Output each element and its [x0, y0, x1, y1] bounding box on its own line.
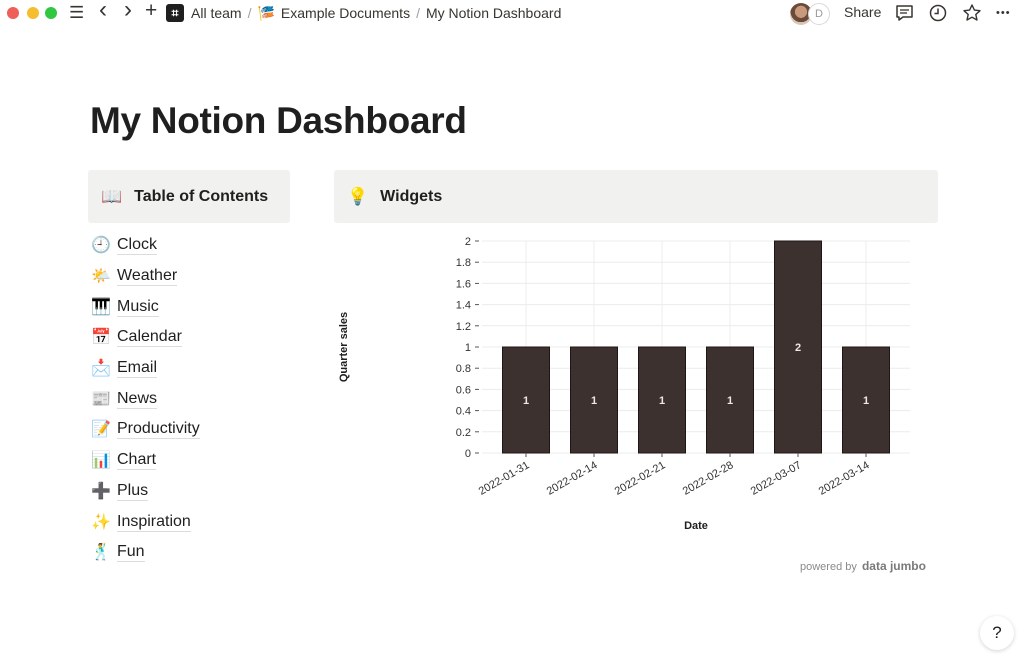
- plus-icon: ➕: [91, 482, 111, 500]
- minimize-window-button[interactable]: [27, 7, 39, 19]
- forward-icon[interactable]: ›: [124, 0, 132, 23]
- bar-chart-icon: 📊: [91, 452, 111, 470]
- svg-text:1.8: 1.8: [456, 257, 471, 269]
- clock-icon: 🕘: [91, 237, 111, 255]
- svg-text:1.2: 1.2: [456, 321, 471, 333]
- chart-bar[interactable]: [842, 346, 890, 454]
- sidebar-menu-icon[interactable]: ☰: [69, 3, 85, 22]
- new-page-icon[interactable]: +: [145, 0, 158, 22]
- lightbulb-icon: 💡: [347, 186, 369, 206]
- toc-link[interactable]: Inspiration: [117, 512, 191, 532]
- more-options-icon[interactable]: •••: [996, 7, 1011, 19]
- svg-text:1: 1: [523, 395, 529, 407]
- calendar-icon: 📅: [91, 329, 111, 347]
- flags-icon: 🎏: [257, 4, 275, 21]
- chart-bar[interactable]: [706, 346, 754, 454]
- svg-text:0.2: 0.2: [456, 427, 471, 439]
- toc-item-clock[interactable]: 🕘 Clock: [91, 230, 200, 261]
- piano-icon: 🎹: [91, 298, 111, 316]
- back-icon[interactable]: ‹: [99, 0, 107, 23]
- favorite-star-icon[interactable]: [962, 3, 982, 28]
- help-button[interactable]: ?: [980, 616, 1014, 650]
- toc-link[interactable]: Email: [117, 359, 158, 379]
- toc-item-weather[interactable]: 🌤️ Weather: [91, 261, 200, 292]
- toc-link[interactable]: Productivity: [117, 420, 200, 440]
- toc-link[interactable]: Music: [117, 297, 159, 317]
- comments-icon[interactable]: [895, 4, 914, 27]
- breadcrumb-separator: /: [247, 5, 252, 21]
- chart-bar[interactable]: [502, 346, 550, 454]
- toc-link[interactable]: Chart: [117, 451, 157, 471]
- svg-text:0.4: 0.4: [456, 406, 471, 418]
- svg-text:0.6: 0.6: [456, 384, 471, 396]
- user-avatar-initial[interactable]: D: [808, 3, 830, 25]
- share-button[interactable]: Share: [844, 4, 882, 20]
- svg-text:2022-03-14: 2022-03-14: [817, 459, 872, 498]
- toc-callout: 📖 Table of Contents: [88, 170, 290, 223]
- toc-item-fun[interactable]: 🕺 Fun: [91, 537, 200, 568]
- workspace-logo-icon: ⌗: [166, 4, 184, 22]
- toc-item-plus[interactable]: ➕ Plus: [91, 476, 200, 507]
- toc-link[interactable]: Plus: [117, 481, 149, 501]
- toc-link[interactable]: Calendar: [117, 328, 182, 348]
- breadcrumb-all-team[interactable]: All team: [191, 5, 242, 21]
- toc-link[interactable]: Clock: [117, 236, 158, 256]
- svg-text:1: 1: [727, 395, 733, 407]
- chart-bar[interactable]: [638, 346, 686, 454]
- open-book-icon: 📖: [101, 186, 123, 206]
- chart-bar[interactable]: [774, 240, 822, 454]
- toc-item-inspiration[interactable]: ✨ Inspiration: [91, 506, 200, 537]
- newspaper-icon: 📰: [91, 390, 111, 408]
- sparkles-icon: ✨: [91, 513, 111, 531]
- memo-icon: 📝: [91, 421, 111, 439]
- envelope-icon: 📩: [91, 360, 111, 378]
- toc-item-productivity[interactable]: 📝 Productivity: [91, 414, 200, 445]
- toc-list: 🕘 Clock 🌤️ Weather 🎹 Music 📅 Calendar 📩 Email…: [91, 230, 200, 568]
- toc-link[interactable]: Fun: [117, 543, 145, 563]
- svg-text:2022-02-28: 2022-02-28: [681, 459, 736, 498]
- svg-text:2022-01-31: 2022-01-31: [477, 459, 532, 498]
- svg-text:0: 0: [465, 448, 471, 460]
- toc-link[interactable]: Weather: [117, 267, 178, 287]
- svg-text:2022-03-07: 2022-03-07: [749, 459, 804, 498]
- data-jumbo-logo: data jumbo: [861, 559, 926, 573]
- svg-text:0.8: 0.8: [456, 363, 471, 375]
- svg-text:2022-02-14: 2022-02-14: [545, 459, 600, 498]
- page-title: My Notion Dashboard: [90, 100, 467, 141]
- svg-text:1: 1: [465, 342, 471, 354]
- powered-by-label[interactable]: powered by data jumbo: [800, 559, 926, 573]
- y-axis-label: Quarter sales: [338, 312, 350, 382]
- quarter-sales-bar-chart: 0 0.2 0.4 0.6 0.8 1 1.2 1.4 1.6 1.8 2 1 2022-01-31 1 2…: [338, 236, 910, 532]
- updates-clock-icon[interactable]: [929, 4, 947, 27]
- toc-item-chart[interactable]: 📊 Chart: [91, 445, 200, 476]
- title-bar: ☰ ‹ › + ⌗ All team / 🎏 Example Documents…: [0, 0, 1024, 28]
- toc-item-calendar[interactable]: 📅 Calendar: [91, 322, 200, 353]
- dancer-icon: 🕺: [91, 544, 111, 562]
- toc-heading: Table of Contents: [134, 187, 269, 205]
- widgets-heading: Widgets: [380, 187, 443, 205]
- svg-text:1.4: 1.4: [456, 300, 471, 312]
- widgets-callout: 💡 Widgets: [334, 170, 938, 223]
- toc-link[interactable]: News: [117, 389, 158, 409]
- breadcrumb-example-documents[interactable]: Example Documents: [280, 5, 411, 21]
- user-avatar-photo[interactable]: [790, 3, 812, 25]
- svg-text:1: 1: [863, 395, 869, 407]
- close-window-button[interactable]: [7, 7, 19, 19]
- svg-text:2022-02-21: 2022-02-21: [613, 459, 668, 498]
- svg-text:2: 2: [795, 342, 801, 354]
- breadcrumb-separator: /: [416, 5, 420, 21]
- svg-text:1: 1: [591, 395, 597, 407]
- svg-text:1.6: 1.6: [456, 278, 471, 290]
- maximize-window-button[interactable]: [45, 7, 57, 19]
- toc-item-news[interactable]: 📰 News: [91, 383, 200, 414]
- toc-item-music[interactable]: 🎹 Music: [91, 291, 200, 322]
- breadcrumb-current-page[interactable]: My Notion Dashboard: [425, 5, 562, 21]
- sun-cloud-icon: 🌤️: [91, 268, 111, 286]
- chart-bar[interactable]: [570, 346, 618, 454]
- breadcrumb: ⌗ All team / 🎏 Example Documents / My No…: [166, 3, 561, 23]
- x-axis-label: Date: [684, 520, 708, 532]
- svg-text:2: 2: [465, 236, 471, 248]
- toc-item-email[interactable]: 📩 Email: [91, 353, 200, 384]
- svg-text:1: 1: [659, 395, 665, 407]
